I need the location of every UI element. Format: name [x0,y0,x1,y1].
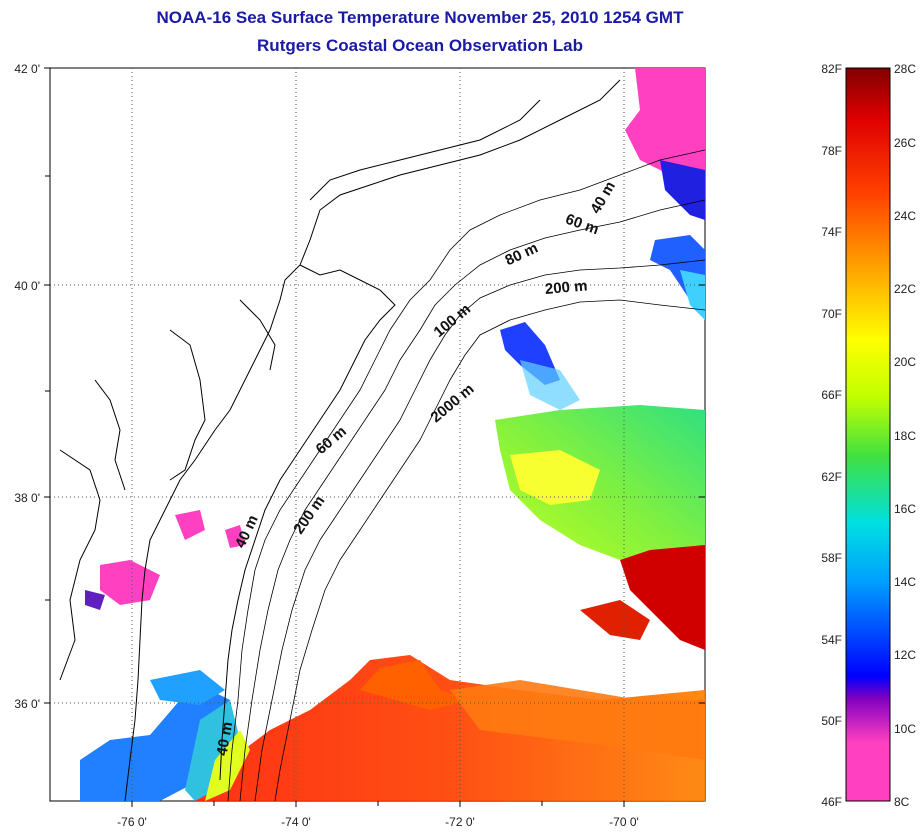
colorbar-c-label: 10C [894,722,916,736]
colorbar-c-label: 20C [894,355,916,369]
lat-tick-label: 38 0' [14,491,40,505]
colorbar-f-label: 50F [821,714,842,728]
sst-cyan-mid [520,360,580,410]
lat-tick-label: 36 0' [14,697,40,711]
map-title: NOAA-16 Sea Surface Temperature November… [156,8,684,27]
sst-green-band [495,405,705,560]
sst-red-filament [580,600,650,640]
colorbar-f-label: 70F [821,307,842,321]
sst-magenta-patch-2 [175,510,205,540]
colorbar-f-label: 66F [821,388,842,402]
sst-imagery [80,68,705,801]
colorbar-c-label: 24C [894,209,916,223]
lon-tick-label: -76 0' [117,815,147,829]
colorbar-c-label: 14C [894,575,916,589]
colorbar-fahrenheit-labels: 82F 78F 74F 70F 66F 62F 58F 54F 50F 46F [821,62,842,809]
sst-orange-patches [360,660,470,710]
colorbar-c-label: 26C [894,136,916,150]
sst-yellow-shelf-sw [205,730,250,801]
sst-cyan-east [680,270,705,320]
depth-contours [227,149,705,801]
colorbar-c-label: 28C [894,62,916,76]
colorbar-c-label: 12C [894,648,916,662]
sst-warm-core-ring [620,540,705,650]
colorbar [845,67,891,802]
colorbar-f-label: 46F [821,795,842,809]
frame-ticks [44,67,705,807]
sst-gulf-stream-warm [195,655,705,801]
lat-tick-label: 40 0' [14,279,40,293]
sst-blue-northeast [660,160,705,220]
lon-tick-label: -72 0' [445,815,475,829]
colorbar-f-label: 74F [821,225,842,239]
lon-tick-label: -70 0' [609,815,639,829]
lon-tick-label: -74 0' [281,815,311,829]
sst-purple-patch [85,590,105,610]
colorbar-c-label: 18C [894,429,916,443]
depth-label: 200 m [544,277,588,298]
sst-cyan-shelf-sw [185,700,240,801]
sst-yellow-core [510,450,600,505]
colorbar-c-label: 8C [894,795,910,809]
colorbar-f-label: 82F [821,62,842,76]
coastline [59,79,621,801]
lat-tick-label: 42 0' [14,62,40,76]
colorbar-f-label: 62F [821,470,842,484]
sst-blue-small-sw [150,670,225,705]
depth-label: 40 m [214,720,237,757]
sst-magenta-patch-3 [225,525,245,548]
colorbar-celsius-labels: 28C 26C 24C 22C 20C 18C 16C 14C 12C 10C … [894,62,916,809]
sst-orange-east [450,680,705,760]
colorbar-f-label: 78F [821,144,842,158]
sst-pink-northeast [625,68,705,180]
colorbar-f-label: 54F [821,633,842,647]
colorbar-f-label: 58F [821,551,842,565]
colorbar-c-label: 22C [894,282,916,296]
colorbar-c-label: 16C [894,502,916,516]
map-subtitle: Rutgers Coastal Ocean Observation Lab [257,36,583,55]
